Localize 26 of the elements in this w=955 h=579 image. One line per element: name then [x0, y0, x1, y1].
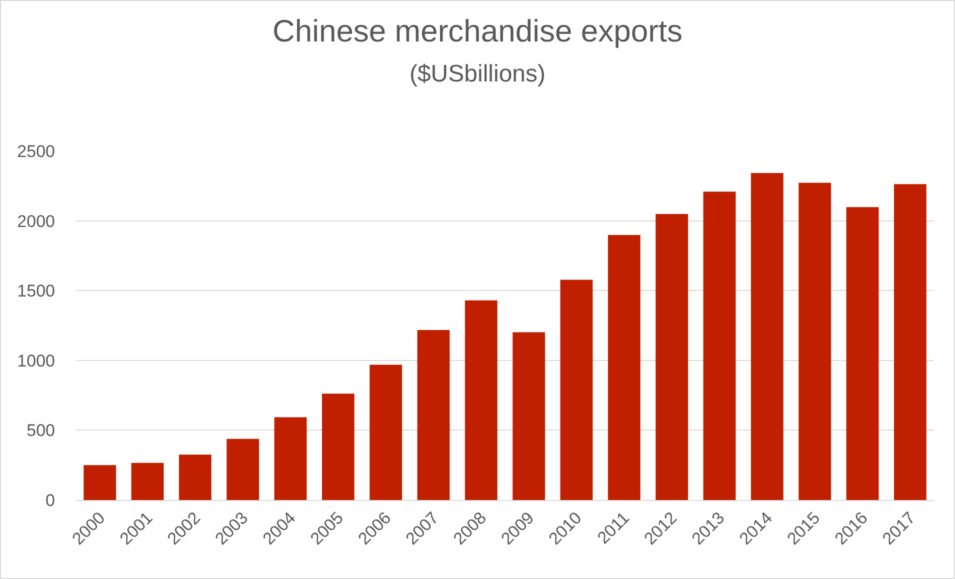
bar [750, 173, 784, 500]
bar [178, 454, 212, 500]
bar [370, 364, 402, 500]
bar [703, 192, 736, 500]
bar [226, 438, 260, 500]
y-tick-label: 500 [26, 421, 55, 440]
bar [512, 332, 546, 500]
y-tick-label: 0 [46, 490, 55, 510]
bar [798, 182, 832, 500]
bar [322, 394, 354, 500]
bar [84, 465, 116, 500]
bar [131, 462, 164, 500]
chart-subtitle: ($USbillions) [409, 60, 546, 88]
bar [656, 214, 688, 500]
bar [274, 417, 307, 500]
y-tick-label: 1000 [17, 351, 55, 370]
y-tick-label: 2000 [17, 212, 55, 231]
y-tick-label: 1500 [17, 282, 55, 301]
y-tick-label: 2500 [17, 142, 55, 161]
bar [846, 207, 879, 500]
bar [417, 330, 450, 500]
bar [464, 300, 498, 500]
bar [608, 235, 640, 500]
bar [560, 280, 593, 500]
chart-title: Chinese merchandise exports [272, 13, 683, 48]
bar [894, 184, 926, 500]
